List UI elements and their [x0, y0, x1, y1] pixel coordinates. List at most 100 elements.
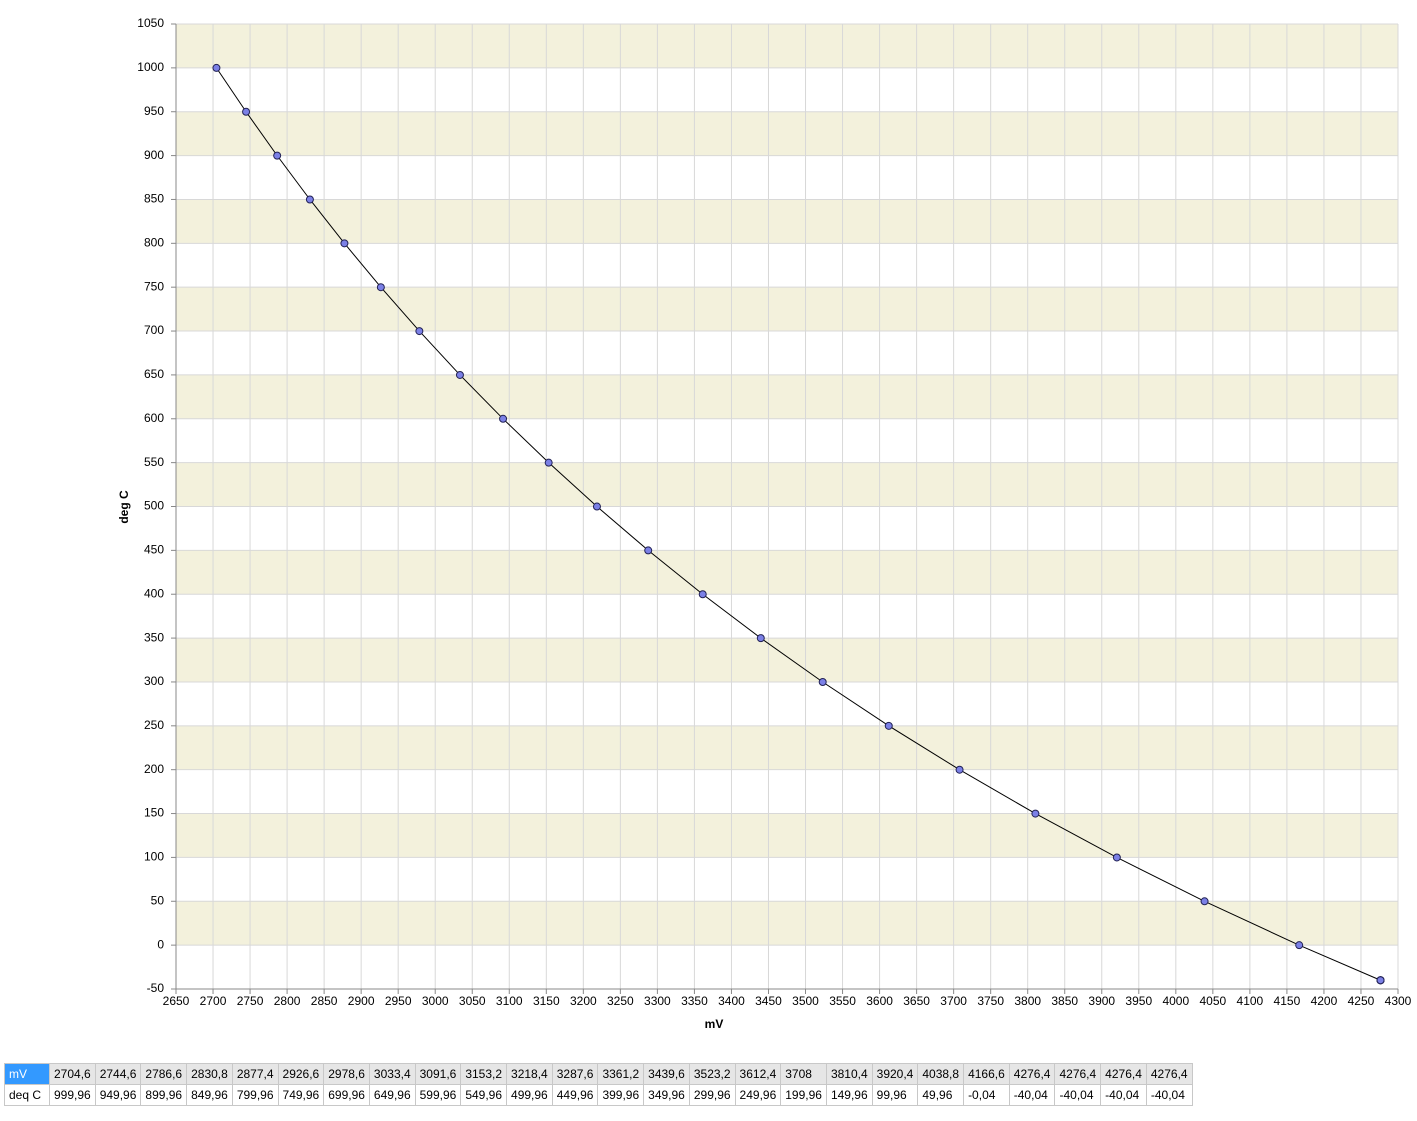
data-point [1112, 853, 1121, 862]
data-point [1376, 976, 1385, 985]
table-cell: 49,96 [917, 1084, 965, 1106]
x-tick-label: 3650 [903, 994, 930, 1008]
y-tick-label: 450 [144, 543, 164, 557]
band [176, 24, 1398, 68]
table-cell: 3153,2 [460, 1063, 508, 1085]
band [176, 111, 1398, 156]
band [176, 550, 1398, 595]
x-tick-label: 3500 [792, 994, 819, 1008]
table-cell: 699,96 [323, 1084, 370, 1106]
table-cell: 999,96 [49, 1084, 96, 1106]
y-tick-label: 50 [151, 893, 165, 907]
x-tick-label: 4150 [1274, 994, 1301, 1008]
table-cell: 2704,6 [49, 1063, 96, 1085]
data-point [455, 370, 464, 379]
table-cell: 2830,8 [186, 1063, 233, 1085]
y-tick-label: 200 [144, 762, 164, 776]
x-tick-label: 3200 [570, 994, 597, 1008]
table-cell: 499,96 [506, 1084, 553, 1106]
x-tick-label: 4000 [1162, 994, 1189, 1008]
band [176, 199, 1398, 244]
table-cell: 349,96 [643, 1084, 690, 1106]
table-row: mV 2704,6 2744,6 2786,6 2830,8 2877,4 2926,6 29… [4, 1063, 1193, 1085]
data-point [415, 327, 424, 336]
x-tick-label: 3150 [533, 994, 560, 1008]
data-point [340, 239, 349, 248]
data-point [644, 546, 653, 555]
y-tick-label: -50 [147, 981, 165, 995]
data-table: mV 2704,6 2744,6 2786,6 2830,8 2877,4 2926,6 29… [4, 1063, 1193, 1106]
table-cell: 249,96 [734, 1084, 782, 1106]
band [176, 287, 1398, 332]
y-tick-label: 400 [144, 586, 164, 600]
y-tick-label: 750 [144, 279, 164, 293]
x-tick-label: 3700 [940, 994, 967, 1008]
table-cell: 2978,6 [323, 1063, 370, 1085]
table-cell: 4276,4 [1100, 1063, 1147, 1085]
band [176, 374, 1398, 419]
data-point [698, 590, 707, 599]
table-cell: 799,96 [231, 1084, 279, 1106]
data-point [1200, 897, 1209, 906]
x-tick-label: 3800 [1014, 994, 1041, 1008]
x-tick-label: 3350 [681, 994, 708, 1008]
table-cell: 149,96 [825, 1084, 873, 1106]
x-tick-label: 4250 [1348, 994, 1375, 1008]
table-cell: -40,04 [1008, 1084, 1056, 1106]
band [176, 638, 1398, 682]
x-tick-label: 3900 [1088, 994, 1115, 1008]
data-point [756, 634, 765, 643]
table-cell: 4276,4 [1008, 1063, 1056, 1085]
data-point [242, 107, 251, 116]
data-point [305, 195, 314, 204]
y-tick-label: 800 [144, 235, 164, 249]
table-cell: 3810,4 [825, 1063, 873, 1085]
table-cell: 449,96 [551, 1084, 599, 1106]
chart: mV deg C -50 0 50 100 150 200 250 300 350 400 450 5… [117, 16, 1412, 1031]
x-tick-label: 3600 [866, 994, 893, 1008]
x-tick-label: 4300 [1385, 994, 1412, 1008]
x-tick-label: 2750 [237, 994, 264, 1008]
x-tick-label: 4200 [1311, 994, 1338, 1008]
data-point [955, 765, 964, 774]
table-cell: 3612,4 [734, 1063, 782, 1085]
x-tick-label: 3050 [459, 994, 486, 1008]
x-tick-label: 2950 [385, 994, 412, 1008]
table-cell: 2926,6 [277, 1063, 325, 1085]
table-cell: 2877,4 [231, 1063, 279, 1085]
y-tick-label: 250 [144, 718, 164, 732]
table-cell: 3920,4 [871, 1063, 919, 1085]
table-cell: 649,96 [368, 1084, 416, 1106]
y-tick-label: 100 [144, 850, 164, 864]
data-point [884, 721, 893, 730]
data-point [592, 502, 601, 511]
table-cell: 99,96 [871, 1084, 919, 1106]
table-cell: 4276,4 [1145, 1063, 1193, 1085]
row-header: deq C [4, 1084, 50, 1106]
y-tick-label: 350 [144, 630, 164, 644]
y-tick-label: 0 [157, 937, 164, 951]
x-tick-label: 3850 [1051, 994, 1078, 1008]
table-cell: 3361,2 [597, 1063, 645, 1085]
table-cell: 3091,6 [414, 1063, 462, 1085]
x-axis-label: mV [705, 1017, 724, 1031]
data-point [212, 63, 221, 72]
band [176, 901, 1398, 946]
table-cell: 749,96 [277, 1084, 325, 1106]
table-cell: 3218,4 [506, 1063, 553, 1085]
table-cell: 399,96 [597, 1084, 645, 1106]
x-tick-label: 3000 [422, 994, 449, 1008]
y-tick-label: 700 [144, 323, 164, 337]
table-cell: -40,04 [1100, 1084, 1147, 1106]
x-tick-label: 2850 [311, 994, 338, 1008]
y-tick-label: 600 [144, 411, 164, 425]
table-cell: 549,96 [460, 1084, 508, 1106]
x-tick-label: 4050 [1199, 994, 1226, 1008]
table-cell: 3523,2 [688, 1063, 736, 1085]
data-point [376, 283, 385, 292]
y-tick-label: 550 [144, 455, 164, 469]
x-tick-label: 2800 [274, 994, 301, 1008]
data-point [1031, 809, 1040, 818]
x-tick-label: 2700 [200, 994, 227, 1008]
